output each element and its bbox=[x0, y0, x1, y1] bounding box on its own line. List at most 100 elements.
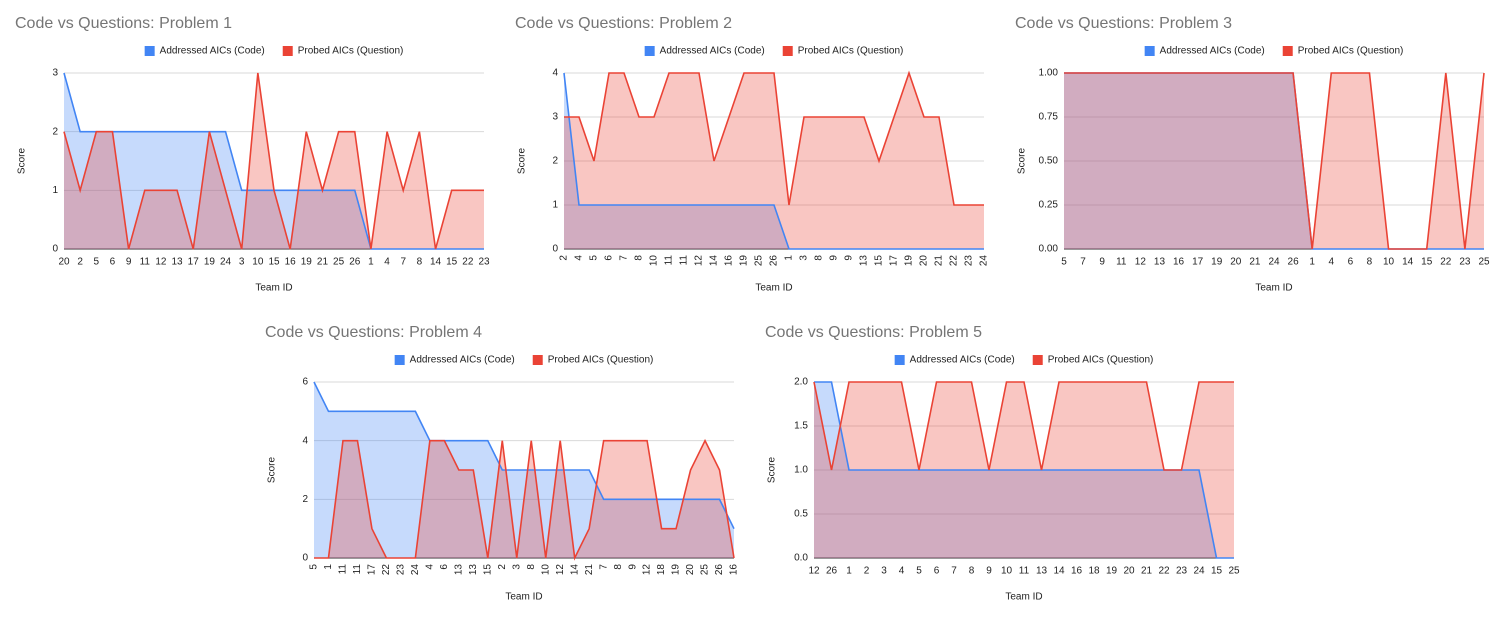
x-tick-label: 9 bbox=[829, 255, 840, 261]
x-tick-label: 13 bbox=[859, 255, 870, 267]
x-tick-label: 6 bbox=[110, 257, 116, 268]
legend-label: Addressed AICs (Code) bbox=[160, 46, 265, 57]
x-tick-label: 2 bbox=[497, 564, 508, 570]
series-line bbox=[564, 70, 984, 206]
x-tick-label: 4 bbox=[899, 566, 905, 577]
x-tick-label: 7 bbox=[619, 255, 630, 261]
legend-swatch bbox=[144, 46, 155, 56]
chart-title: Code vs Questions: Problem 3 bbox=[1015, 15, 1232, 32]
x-tick-label: 3 bbox=[511, 564, 522, 570]
x-tick-label: 8 bbox=[814, 255, 825, 261]
x-tick-label: 19 bbox=[739, 255, 750, 267]
x-tick-label: 10 bbox=[1383, 257, 1395, 268]
chart-panel: Code vs Questions: Problem 3 0.00 0.25 0.50… bbox=[1015, 15, 1490, 293]
x-tick-label: 19 bbox=[671, 564, 682, 576]
series-line bbox=[63, 72, 484, 250]
legend-swatch bbox=[394, 355, 405, 365]
x-tick-label: 20 bbox=[1230, 257, 1242, 268]
x-tick-label: 26 bbox=[714, 564, 725, 576]
x-tick-label: 25 bbox=[1228, 566, 1240, 577]
x-tick-label: 24 bbox=[220, 257, 232, 268]
x-tick-label: 16 bbox=[1071, 566, 1083, 577]
area-fill bbox=[64, 73, 484, 249]
x-tick-label: 7 bbox=[400, 257, 406, 268]
y-tick-label: 0 bbox=[552, 244, 558, 255]
x-tick-label: 23 bbox=[396, 564, 407, 576]
x-tick-label: 19 bbox=[1211, 257, 1223, 268]
x-axis-title: Team ID bbox=[1255, 283, 1292, 294]
x-tick-label: 4 bbox=[1328, 257, 1334, 268]
x-tick-label: 8 bbox=[634, 255, 645, 261]
legend-label: Probed AICs (Question) bbox=[798, 46, 904, 57]
x-tick-label: 11 bbox=[664, 255, 675, 266]
x-tick-label: 3 bbox=[799, 255, 810, 261]
x-tick-label: 7 bbox=[951, 566, 957, 577]
series-line bbox=[813, 381, 1234, 471]
x-tick-label: 24 bbox=[1193, 566, 1205, 577]
legend: Addressed AICs (Code) Probed AICs (Questi… bbox=[394, 355, 653, 366]
x-tick-label: 2 bbox=[77, 257, 83, 268]
x-tick-label: 17 bbox=[1192, 257, 1204, 268]
y-tick-label: 4 bbox=[302, 435, 308, 446]
x-axis-title: Team ID bbox=[755, 283, 792, 294]
x-tick-label: 24 bbox=[410, 564, 421, 576]
x-tick-label: 12 bbox=[694, 255, 705, 267]
y-tick-label: 6 bbox=[302, 377, 308, 388]
x-tick-label: 8 bbox=[613, 564, 624, 570]
x-tick-label: 26 bbox=[1288, 257, 1300, 268]
x-tick-label: 25 bbox=[700, 564, 711, 576]
y-tick-label: 0 bbox=[302, 553, 308, 564]
x-tick-label: 10 bbox=[540, 564, 551, 576]
x-tick-label: 11 bbox=[338, 564, 349, 575]
x-tick-label: 22 bbox=[381, 564, 392, 576]
x-axis-title: Team ID bbox=[505, 592, 542, 603]
x-tick-label: 2 bbox=[864, 566, 870, 577]
x-tick-label: 16 bbox=[285, 257, 297, 268]
y-tick-label: 3 bbox=[552, 112, 558, 123]
y-tick-label: 0.75 bbox=[1039, 112, 1059, 123]
x-tick-label: 6 bbox=[604, 255, 615, 261]
x-tick-label: 16 bbox=[729, 564, 740, 576]
legend-swatch bbox=[282, 46, 293, 56]
x-tick-label: 9 bbox=[1099, 257, 1105, 268]
y-tick-label: 1.5 bbox=[794, 421, 808, 432]
legend: Addressed AICs (Code) Probed AICs (Questi… bbox=[644, 46, 904, 57]
x-tick-label: 9 bbox=[844, 255, 855, 261]
x-tick-label: 18 bbox=[1088, 566, 1100, 577]
x-tick-label: 13 bbox=[453, 564, 464, 576]
legend: Addressed AICs (Code) Probed AICs (Questi… bbox=[894, 355, 1153, 366]
x-tick-label: 25 bbox=[1478, 257, 1490, 268]
x-tick-label: 19 bbox=[301, 257, 313, 268]
x-tick-label: 12 bbox=[808, 566, 820, 577]
x-tick-label: 14 bbox=[1053, 566, 1065, 577]
x-tick-label: 14 bbox=[1402, 257, 1414, 268]
x-tick-label: 19 bbox=[1106, 566, 1118, 577]
x-tick-label: 15 bbox=[1421, 257, 1433, 268]
x-tick-label: 5 bbox=[94, 257, 100, 268]
x-tick-label: 22 bbox=[462, 257, 474, 268]
x-tick-label: 21 bbox=[1249, 257, 1261, 268]
x-tick-label: 4 bbox=[384, 257, 390, 268]
x-tick-label: 13 bbox=[1036, 566, 1048, 577]
x-tick-label: 23 bbox=[964, 255, 975, 267]
x-tick-label: 25 bbox=[333, 257, 345, 268]
x-tick-label: 13 bbox=[172, 257, 184, 268]
y-axis-title: Score bbox=[17, 148, 28, 175]
legend-label: Addressed AICs (Code) bbox=[410, 355, 515, 366]
x-tick-label: 13 bbox=[1154, 257, 1166, 268]
y-tick-label: 3 bbox=[52, 68, 58, 79]
x-tick-label: 1 bbox=[323, 564, 334, 570]
y-tick-label: 0.25 bbox=[1039, 200, 1059, 211]
legend-label: Probed AICs (Question) bbox=[298, 46, 404, 57]
x-tick-label: 16 bbox=[1173, 257, 1185, 268]
x-axis-title: Team ID bbox=[255, 283, 292, 294]
x-tick-label: 20 bbox=[58, 257, 70, 268]
y-tick-label: 2 bbox=[302, 494, 308, 505]
x-tick-label: 22 bbox=[949, 255, 960, 267]
x-tick-label: 6 bbox=[934, 566, 940, 577]
x-tick-label: 3 bbox=[881, 566, 887, 577]
x-tick-label: 8 bbox=[1367, 257, 1373, 268]
x-tick-label: 10 bbox=[1001, 566, 1013, 577]
x-tick-label: 24 bbox=[1268, 257, 1280, 268]
x-tick-label: 21 bbox=[317, 257, 329, 268]
